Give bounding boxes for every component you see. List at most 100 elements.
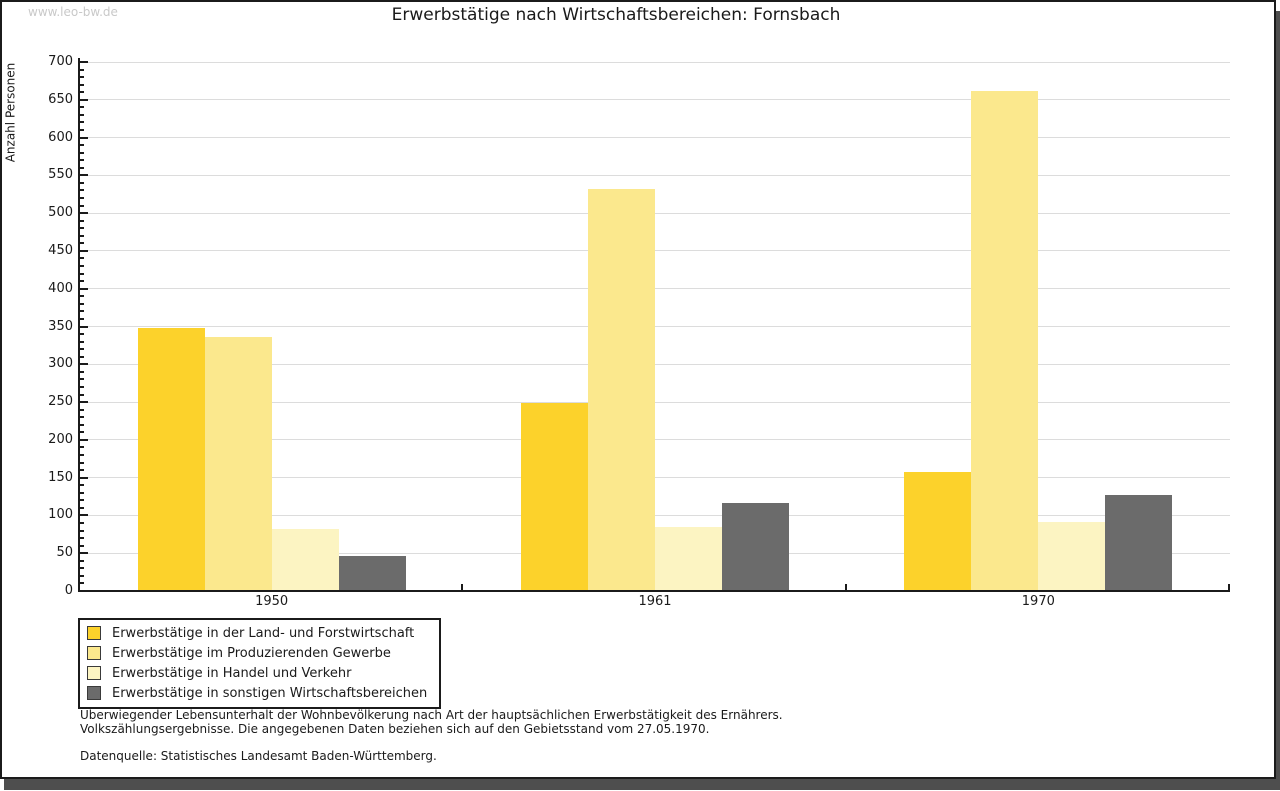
gridline <box>80 363 1230 365</box>
y-minor-tick <box>80 83 84 86</box>
footnotes: Überwiegender Lebensunterhalt der Wohnbe… <box>80 708 783 764</box>
gridline <box>80 477 1230 479</box>
gridline <box>80 61 1230 63</box>
y-minor-tick <box>80 189 84 192</box>
footnote-line-1: Überwiegender Lebensunterhalt der Wohnbe… <box>80 708 783 722</box>
legend-row-3: Erwerbstätige in Handel und Verkehr <box>87 663 427 683</box>
bar-1970-series-4 <box>1105 494 1173 590</box>
y-tick-label: 250 <box>48 394 73 410</box>
gridline <box>80 439 1230 441</box>
bar-1970-series-1 <box>904 472 972 590</box>
legend: Erwerbstätige in der Land- und Forstwirt… <box>78 618 442 709</box>
y-tick-label: 550 <box>48 167 73 183</box>
legend-label: Erwerbstätige im Produzierenden Gewerbe <box>112 645 391 661</box>
x-boundary-tick <box>461 584 464 590</box>
gridline <box>80 212 1230 214</box>
y-tick-label: 150 <box>48 469 73 485</box>
y-minor-tick <box>80 499 84 502</box>
y-tick-label: 500 <box>48 205 73 221</box>
y-major-tick <box>80 61 88 63</box>
y-major-tick <box>80 401 88 404</box>
y-major-tick <box>80 98 88 101</box>
data-source: Datenquelle: Statistisches Landesamt Bad… <box>80 749 437 763</box>
y-tick-label: 350 <box>48 318 73 334</box>
y-minor-tick <box>80 378 84 381</box>
y-major-tick <box>80 136 88 139</box>
bar-1950-series-3 <box>271 528 339 590</box>
y-tick-label: 200 <box>48 431 73 447</box>
legend-label: Erwerbstätige in der Land- und Forstwirt… <box>112 625 415 641</box>
y-major-tick <box>80 552 88 555</box>
gridline <box>80 174 1230 176</box>
y-major-tick <box>80 287 88 290</box>
legend-swatch-icon <box>87 666 101 680</box>
y-minor-tick <box>80 106 84 109</box>
y-major-tick <box>80 325 88 328</box>
x-tick-label-1950: 1950 <box>255 594 289 609</box>
bar-1950-series-2 <box>204 336 272 590</box>
y-minor-tick <box>80 348 84 351</box>
y-tick-label: 700 <box>48 54 73 69</box>
gridline <box>80 326 1230 327</box>
y-minor-tick <box>80 265 84 268</box>
x-axis-line <box>78 590 1230 592</box>
y-minor-tick <box>80 204 84 207</box>
y-major-tick <box>80 476 88 479</box>
y-tick-label: 650 <box>48 91 73 107</box>
bar-1961-series-1 <box>521 403 588 590</box>
y-minor-tick <box>80 219 84 222</box>
legend-label: Erwerbstätige in Handel und Verkehr <box>112 665 352 681</box>
y-minor-tick <box>80 461 84 464</box>
y-minor-tick <box>80 333 84 336</box>
y-minor-tick <box>80 68 84 71</box>
gridline <box>80 99 1230 101</box>
y-minor-tick <box>80 197 84 200</box>
y-minor-tick <box>80 310 84 313</box>
y-minor-tick <box>80 151 84 154</box>
y-minor-tick <box>80 529 84 532</box>
y-tick-label: 450 <box>48 242 73 258</box>
x-tick-label-1970: 1970 <box>1021 594 1055 609</box>
y-minor-tick <box>80 280 84 283</box>
y-minor-tick <box>80 340 84 343</box>
gridline <box>80 514 1230 516</box>
legend-swatch-icon <box>87 646 101 660</box>
y-minor-tick <box>80 129 84 131</box>
y-minor-tick <box>80 491 84 494</box>
y-minor-tick <box>80 431 84 434</box>
bar-1950-series-1 <box>137 327 205 590</box>
bar-1970-series-2 <box>971 91 1039 590</box>
gridline <box>80 137 1230 139</box>
y-minor-tick <box>80 446 84 449</box>
y-major-tick <box>80 174 88 177</box>
y-axis-line <box>78 58 80 591</box>
y-minor-tick <box>80 144 84 147</box>
legend-row-1: Erwerbstätige in der Land- und Forstwirt… <box>87 623 427 643</box>
y-minor-tick <box>80 121 84 124</box>
bar-1961-series-2 <box>588 188 655 590</box>
watermark: www.leo-bw.de <box>28 5 118 19</box>
y-minor-tick <box>80 166 84 169</box>
y-minor-tick <box>80 227 84 230</box>
y-minor-tick <box>80 370 84 373</box>
bar-1961-series-4 <box>722 503 789 590</box>
y-major-tick <box>80 363 88 366</box>
y-major-tick <box>80 514 88 517</box>
y-major-tick <box>80 212 88 215</box>
legend-label: Erwerbstätige in sonstigen Wirtschaftsbe… <box>112 685 428 701</box>
y-tick-label: 50 <box>56 545 73 561</box>
bar-1950-series-4 <box>338 555 406 590</box>
y-minor-tick <box>80 76 84 79</box>
y-major-tick <box>80 249 88 252</box>
y-minor-tick <box>80 423 84 426</box>
y-minor-tick <box>80 469 84 472</box>
y-minor-tick <box>80 159 84 162</box>
footnote-line-2: Volkszählungsergebnisse. Die angegebenen… <box>80 721 710 736</box>
y-minor-tick <box>80 574 84 577</box>
y-minor-tick <box>80 416 84 419</box>
y-minor-tick <box>80 317 84 320</box>
y-major-tick <box>80 438 88 441</box>
y-minor-tick <box>80 234 84 237</box>
